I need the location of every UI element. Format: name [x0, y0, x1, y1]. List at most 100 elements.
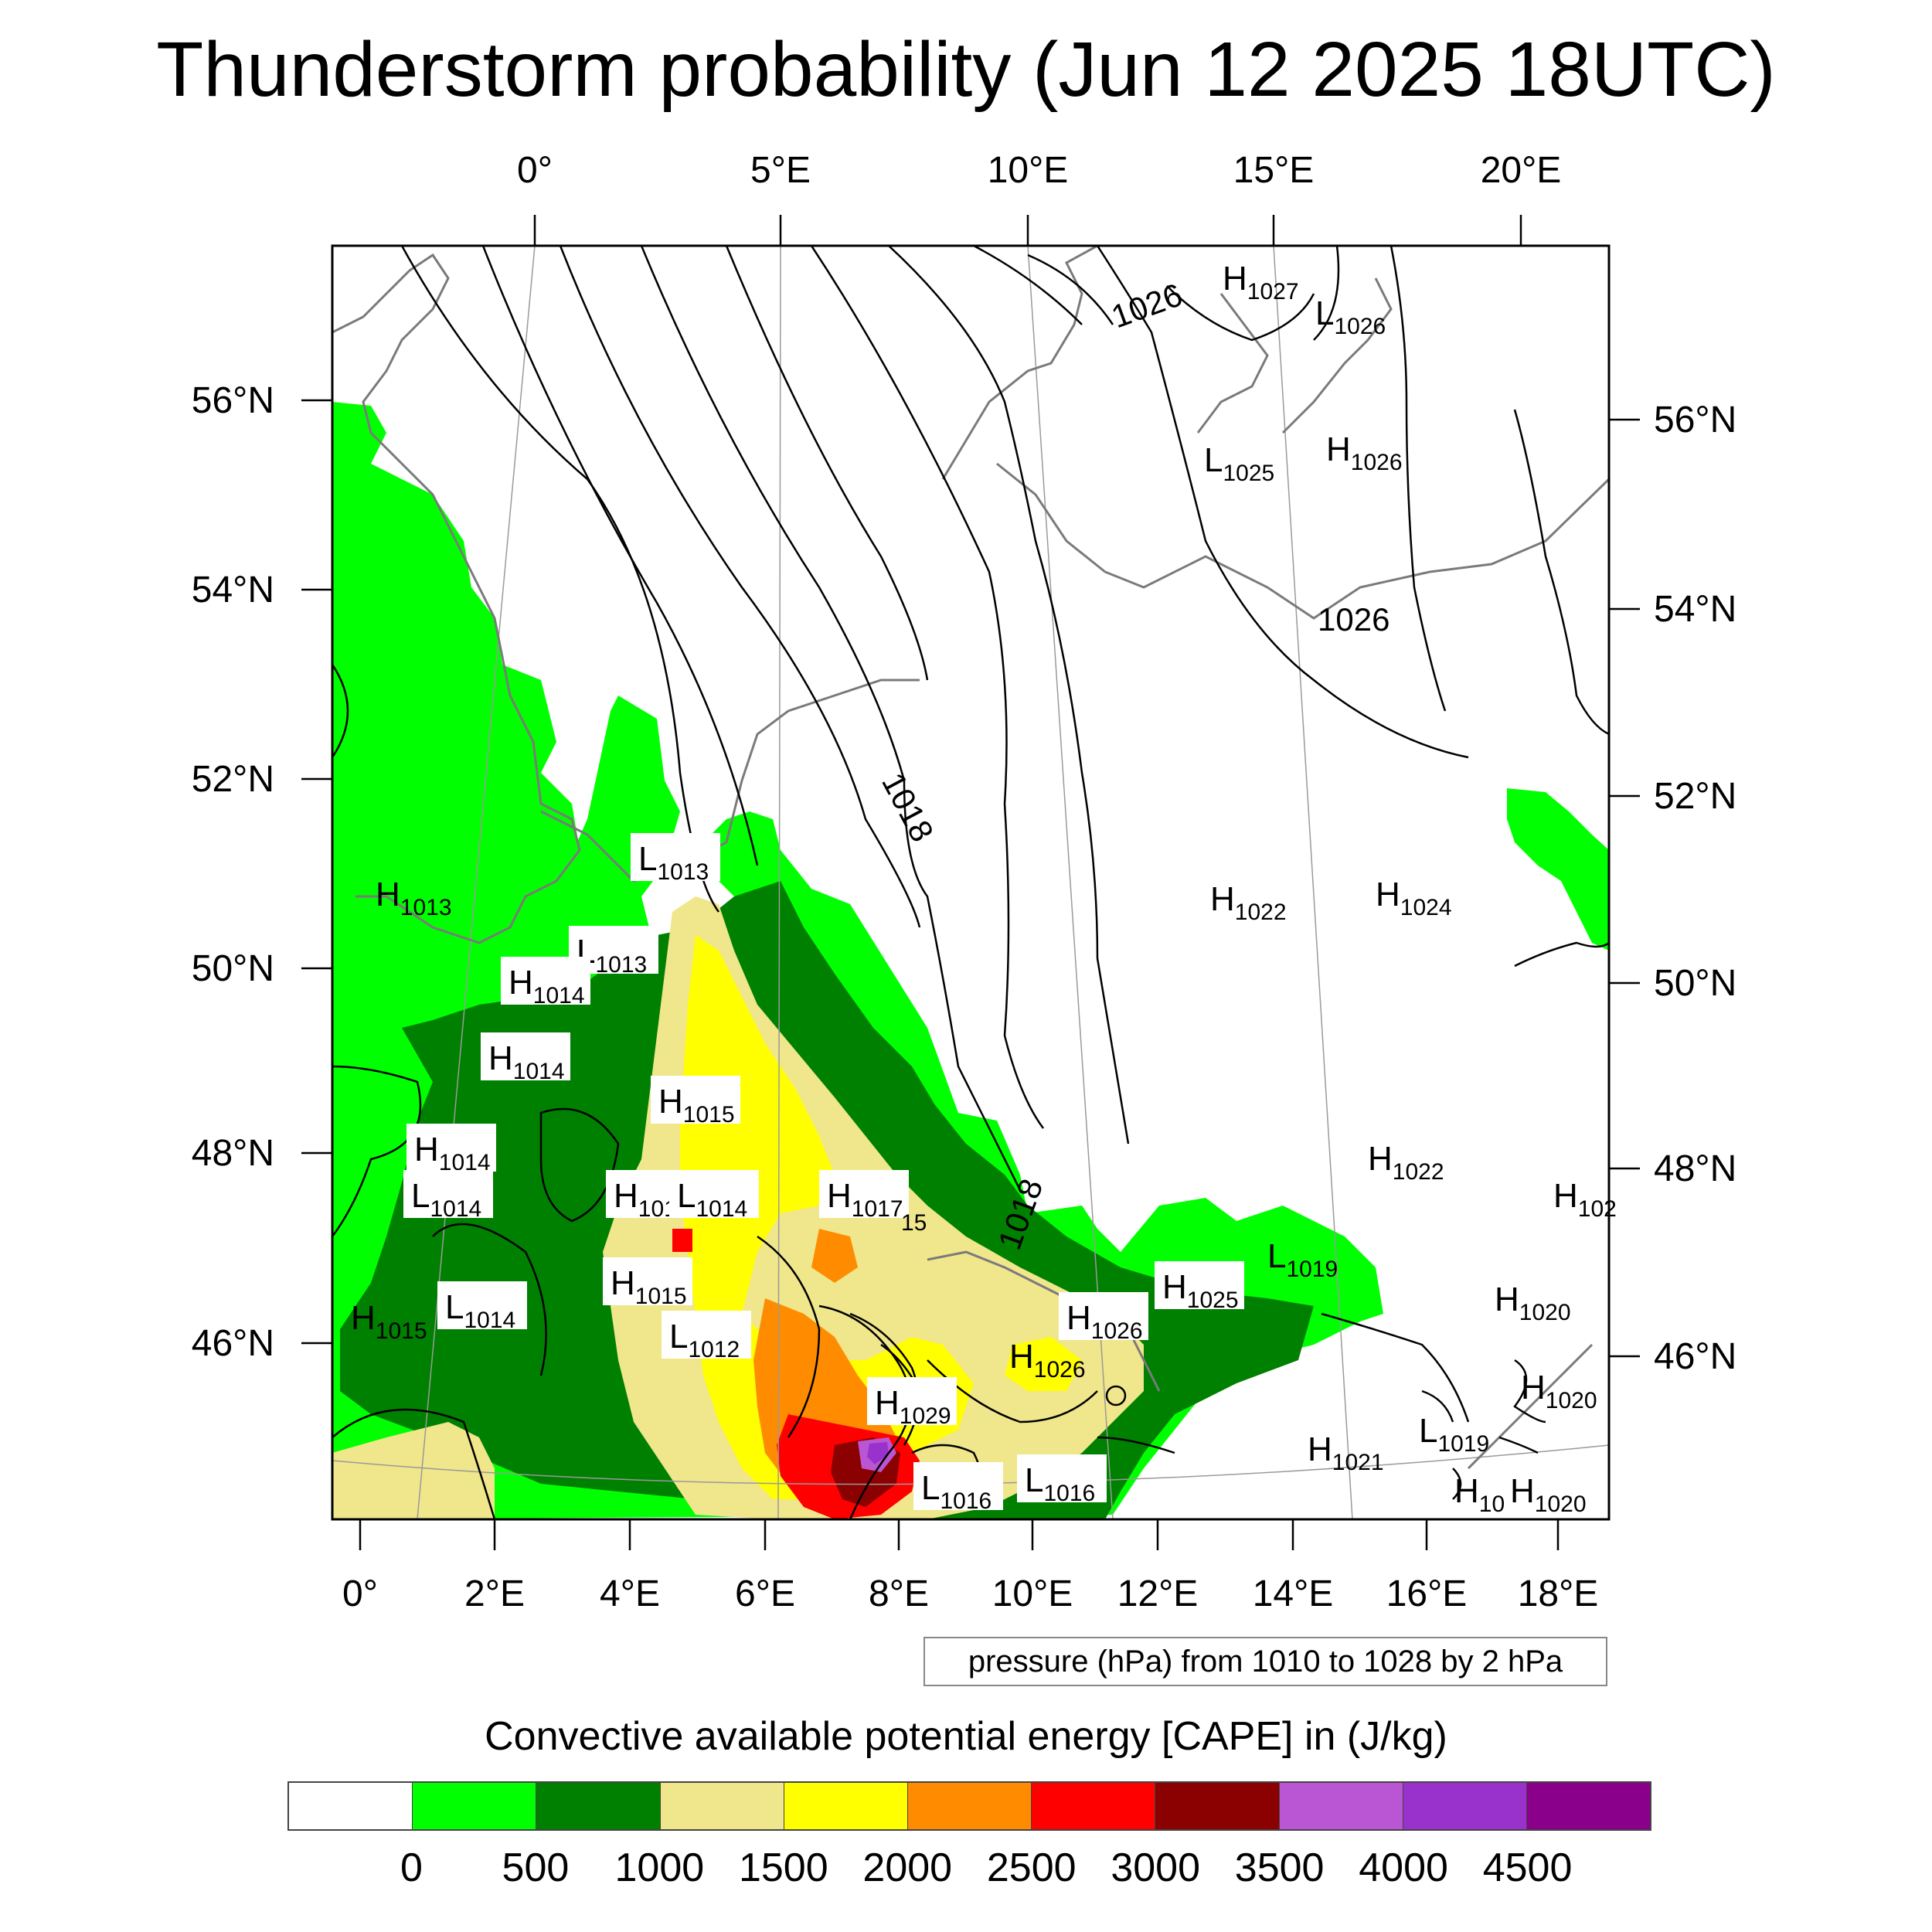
pressure-center: L1026	[1315, 294, 1386, 339]
right-lat-label: 50°N	[1654, 963, 1736, 1004]
cape-colorbar	[287, 1781, 1651, 1831]
colorbar-segment	[536, 1783, 661, 1829]
pressure-center-label: H1026	[1066, 1299, 1143, 1344]
colorbar-segment	[1032, 1783, 1156, 1829]
pressure-center-label: L1014	[411, 1177, 481, 1222]
pressure-center-box	[651, 1076, 740, 1124]
pressure-center: L1014	[669, 1170, 759, 1222]
colorbar-title: Convective available potential energy [C…	[485, 1714, 1447, 1759]
pressure-center-label: H1013	[376, 876, 452, 920]
pressure-center-label: H1020	[1521, 1369, 1597, 1413]
pressure-center-label: H1021	[1308, 1430, 1384, 1475]
right-lat-label: 54°N	[1654, 589, 1736, 630]
pressure-center: L1016	[913, 1462, 1003, 1514]
left-lat-label: 50°N	[192, 948, 274, 989]
pressure-center: H1029	[867, 1377, 957, 1429]
colorbar-segment	[413, 1783, 537, 1829]
pressure-center: 15	[901, 1210, 927, 1236]
top-lon-label: 5°E	[750, 150, 811, 191]
pressure-center-box	[1155, 1261, 1244, 1309]
cape-fill-4000-4500	[867, 1442, 889, 1464]
pressure-center-label: H1017	[827, 1177, 903, 1222]
top-lon-labels: 0° 5°E 10°E 15°E 20°E	[517, 150, 1561, 191]
pressure-center: L1019	[1419, 1412, 1489, 1457]
pressure-center-box	[603, 1257, 692, 1305]
pressure-center: H1026	[1059, 1292, 1148, 1344]
pressure-center-label: L1016	[921, 1469, 992, 1514]
cape-fill-0-500-east	[1507, 788, 1609, 951]
pressure-center: L1016	[1017, 1454, 1107, 1506]
pressure-center: H1015	[351, 1299, 427, 1344]
pressure-center: H1015	[603, 1257, 692, 1309]
pressure-center-box	[819, 1170, 909, 1218]
colorbar-segment	[1526, 1783, 1651, 1829]
pressure-center: L1019	[1267, 1237, 1338, 1282]
pressure-center: H1025	[1155, 1261, 1244, 1313]
pressure-center: L1013	[631, 833, 720, 885]
bottom-lon-label: 4°E	[600, 1573, 660, 1614]
pressure-center-label: H1015	[611, 1264, 687, 1309]
pressure-center: H1015	[651, 1076, 740, 1128]
pressure-center-box	[437, 1281, 527, 1329]
colorbar-label: 1000	[614, 1845, 705, 1890]
bottom-lon-label: 16°E	[1386, 1573, 1468, 1614]
isobar-label: 1026	[1318, 601, 1389, 638]
colorbar-label: 1500	[738, 1845, 828, 1890]
pressure-center-label: H1029	[875, 1384, 951, 1429]
pressure-center-label: H1015	[658, 1083, 735, 1128]
bottom-lon-label: 2°E	[464, 1573, 525, 1614]
pressure-center: L1025	[1204, 441, 1274, 486]
pressure-center-label: H1015	[351, 1299, 427, 1344]
pressure-center-label: H1026	[1326, 430, 1403, 475]
pressure-center-box	[403, 1170, 493, 1218]
pressure-center-label: H1022	[1368, 1140, 1444, 1185]
pressure-center-label: 15	[901, 1210, 927, 1236]
pressure-center: H1026	[1009, 1338, 1086, 1383]
pressure-legend-note: pressure (hPa) from 1010 to 1028 by 2 hP…	[923, 1637, 1607, 1686]
pressure-center-label: L1014	[445, 1288, 515, 1333]
colorbar-segment	[660, 1783, 784, 1829]
pressure-center: H1014	[406, 1124, 496, 1175]
top-lon-label: 0°	[517, 150, 553, 191]
left-lat-label: 48°N	[192, 1133, 274, 1174]
colorbar-labels: 0 500 1000 1500 2000 2500 3000 3500 4000 4500	[287, 1843, 1651, 1897]
pressure-center-label: H1024	[1376, 876, 1452, 920]
coastlines	[332, 246, 1609, 1470]
pressure-center: H1021	[1308, 1430, 1384, 1475]
pressure-center-box	[481, 1032, 570, 1080]
pressure-center: H1022	[1210, 880, 1287, 925]
pressure-center-label: H1027	[1223, 260, 1299, 304]
pressure-center-box	[867, 1377, 957, 1425]
top-lon-label: 15°E	[1233, 150, 1315, 191]
bottom-lon-label: 8°E	[869, 1573, 929, 1614]
colorbar-label: 2000	[862, 1845, 953, 1890]
pressure-center: L1012	[662, 1311, 751, 1362]
pressure-center: L1014	[403, 1170, 493, 1222]
pressure-center: H1014	[501, 957, 590, 1009]
bottom-lon-label: 6°E	[735, 1573, 795, 1614]
pressure-center: H1014	[481, 1032, 570, 1084]
pressure-center: H1022	[1368, 1140, 1444, 1185]
pressure-center-label: L1014	[677, 1177, 747, 1222]
pressure-center-label: L1019	[1267, 1237, 1338, 1282]
pressure-center: L1014	[437, 1281, 527, 1333]
pressure-center: H1027	[1223, 260, 1299, 304]
colorbar-segment	[1155, 1783, 1280, 1829]
cape-fill-red-spot	[672, 1229, 692, 1252]
pressure-center: H1013	[376, 876, 452, 920]
bottom-lon-label: 18°E	[1518, 1573, 1599, 1614]
pressure-center: H1024	[1376, 876, 1452, 920]
bottom-lon-label: 0°	[342, 1573, 378, 1614]
top-lon-label: 20°E	[1481, 150, 1562, 191]
colorbar-segment	[289, 1783, 413, 1829]
pressure-center-label: H10	[1454, 1472, 1505, 1517]
cape-fill-2000-2500-w	[811, 1229, 858, 1283]
colorbar-label: 4500	[1482, 1845, 1573, 1890]
pressure-center-label: L1019	[1419, 1412, 1489, 1457]
pressure-center-label: L1025	[1204, 441, 1274, 486]
colorbar-segment	[1279, 1783, 1403, 1829]
pressure-center: H1020	[1510, 1472, 1587, 1517]
pressure-center-label: H1025	[1162, 1268, 1239, 1313]
pressure-center-label: L1016	[1025, 1461, 1095, 1506]
bottom-lon-label: 12°E	[1117, 1573, 1199, 1614]
